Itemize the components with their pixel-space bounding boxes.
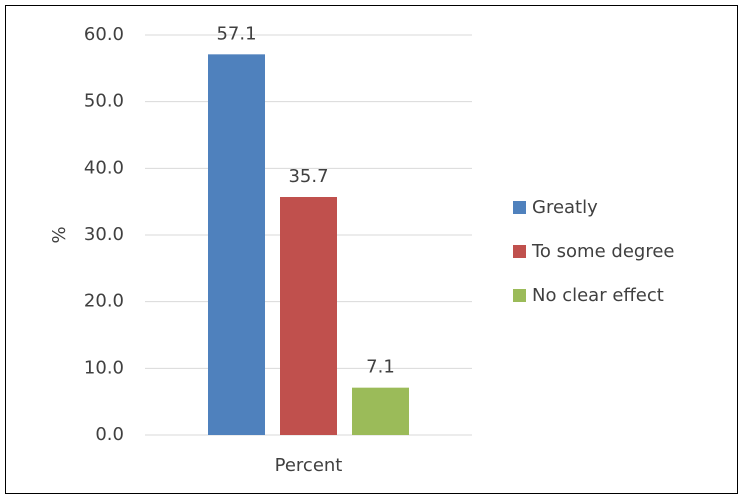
legend-label: No clear effect	[532, 285, 664, 306]
y-tick-label: 40.0	[84, 157, 124, 178]
y-tick-label: 30.0	[84, 224, 124, 245]
data-label: 57.1	[216, 23, 256, 44]
x-tick-label: Percent	[275, 455, 343, 476]
y-tick-label: 50.0	[84, 91, 124, 112]
y-axis-label: %	[49, 226, 70, 243]
legend-label: To some degree	[531, 241, 674, 262]
y-tick-label: 60.0	[84, 24, 124, 45]
bar	[280, 197, 337, 435]
y-tick-label: 0.0	[95, 424, 124, 445]
legend-swatch	[513, 289, 526, 302]
y-tick-label: 20.0	[84, 291, 124, 312]
data-label: 7.1	[366, 357, 395, 378]
bar	[208, 54, 265, 435]
y-tick-label: 10.0	[84, 357, 124, 378]
legend-label: Greatly	[532, 197, 598, 218]
bar	[352, 387, 409, 435]
data-label: 35.7	[288, 166, 328, 187]
legend-swatch	[513, 201, 526, 214]
legend-swatch	[513, 245, 526, 258]
